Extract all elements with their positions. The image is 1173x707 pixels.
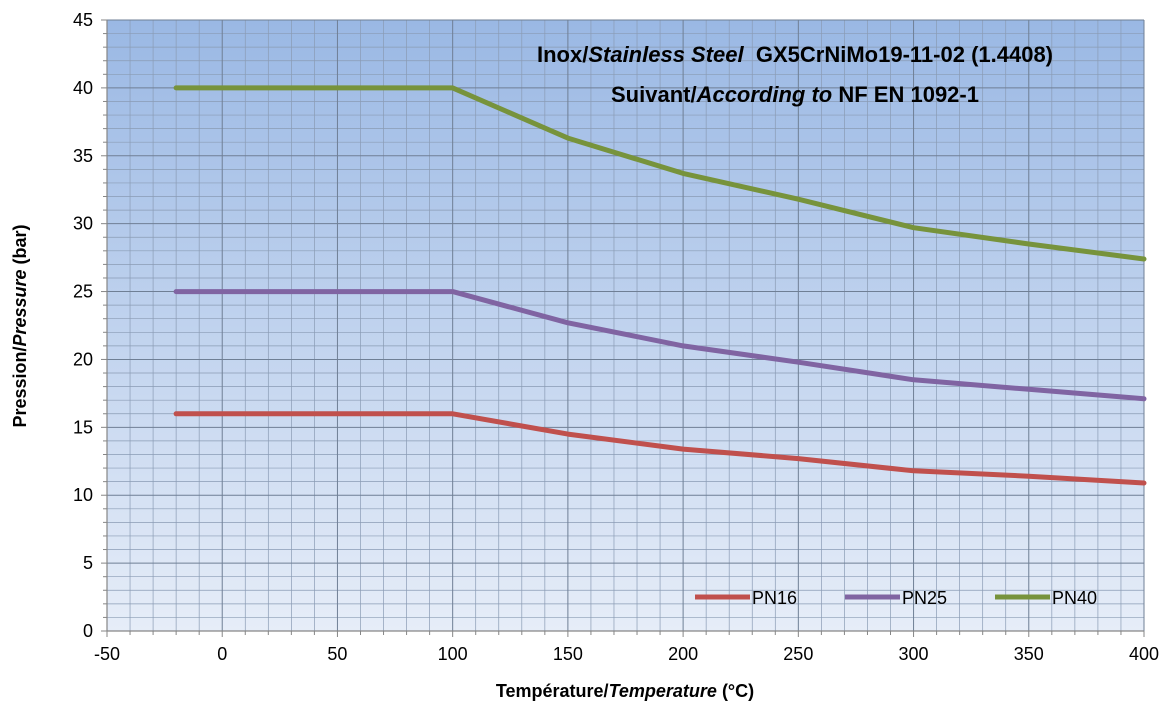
minor-grid — [107, 20, 1144, 631]
y-tick-label: 25 — [73, 282, 93, 302]
x-tick-label: 350 — [1014, 644, 1044, 664]
x-tick-label: 0 — [217, 644, 227, 664]
x-tick-label: 150 — [553, 644, 583, 664]
legend-label-pn40: PN40 — [1052, 588, 1097, 608]
series-layer — [173, 85, 1147, 486]
x-tick-label: -50 — [94, 644, 120, 664]
y-axis-title: Pression/Pressure (bar) — [10, 224, 30, 427]
axes: -50 0 50 100 150 200 250 300 350 4000510152025303… — [73, 10, 1159, 664]
major-grid — [106, 19, 1145, 632]
x-tick-label: 250 — [783, 644, 813, 664]
y-tick-label: 20 — [73, 349, 93, 369]
chart-title-line-2: Suivant/According to NF EN 1092-1 — [611, 82, 979, 107]
y-tick-label: 35 — [73, 146, 93, 166]
series-line-pn40 — [173, 85, 1147, 262]
y-tick-label: 40 — [73, 78, 93, 98]
x-tick-label: 400 — [1129, 644, 1159, 664]
y-tick-label: 30 — [73, 214, 93, 234]
legend: PN16 PN25 PN40 — [695, 588, 1097, 608]
legend-label-pn16: PN16 — [752, 588, 797, 608]
series-line-pn16 — [173, 411, 1147, 486]
y-tick-label: 15 — [73, 417, 93, 437]
x-tick-label: 200 — [668, 644, 698, 664]
x-tick-label: 300 — [899, 644, 929, 664]
y-tick-label: 5 — [83, 553, 93, 573]
chart-title: Inox/Stainless Steel GX5CrNiMo19-11-02 (… — [537, 42, 1053, 107]
x-axis-title: Température/Temperature (°C) — [496, 681, 754, 701]
y-tick-label: 45 — [73, 10, 93, 30]
series-line-pn25 — [173, 289, 1147, 402]
chart-title-line-1: Inox/Stainless Steel GX5CrNiMo19-11-02 (… — [537, 42, 1053, 67]
y-tick-label: 0 — [83, 621, 93, 641]
x-tick-label: 50 — [327, 644, 347, 664]
plot-background — [107, 20, 1144, 631]
x-tick-label: 100 — [438, 644, 468, 664]
legend-label-pn25: PN25 — [902, 588, 947, 608]
y-tick-label: 10 — [73, 485, 93, 505]
